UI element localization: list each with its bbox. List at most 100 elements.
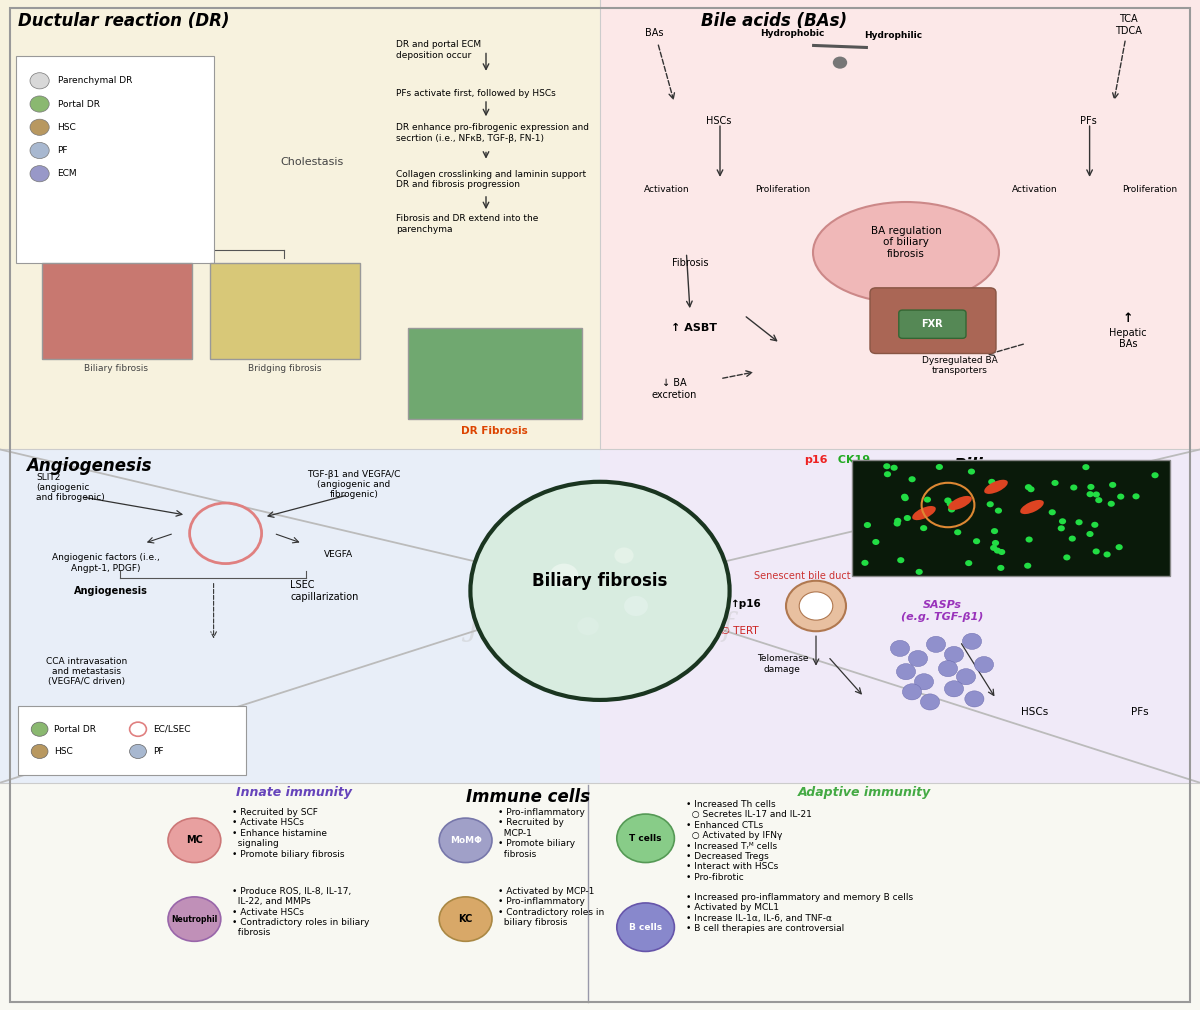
Text: B cells: B cells [629,923,662,931]
Text: ↑: ↑ [1123,312,1133,324]
FancyBboxPatch shape [408,328,582,419]
Circle shape [991,528,998,534]
Circle shape [1116,544,1123,550]
Circle shape [920,694,940,710]
Text: Proliferation: Proliferation [1122,186,1177,194]
Text: Journal Pre-proof: Journal Pre-proof [466,611,734,641]
Circle shape [973,538,980,544]
Circle shape [31,744,48,759]
Circle shape [948,506,955,512]
Circle shape [1108,501,1115,507]
Circle shape [30,142,49,159]
Text: HSCs: HSCs [1021,707,1048,717]
FancyBboxPatch shape [0,449,1200,1010]
Circle shape [920,525,928,531]
Circle shape [908,476,916,482]
Circle shape [799,592,833,620]
Circle shape [974,656,994,673]
Circle shape [968,469,976,475]
Text: DR enhance pro-fibrogenic expression and
secrtion (i.e., NFκB, TGF-β, FN-1): DR enhance pro-fibrogenic expression and… [396,123,589,142]
Text: MC: MC [186,835,203,845]
FancyBboxPatch shape [18,706,246,775]
Circle shape [890,640,910,656]
Text: • Increased pro-inflammatory and memory B cells
• Activated by MCL1
• Increase I: • Increased pro-inflammatory and memory … [686,893,913,933]
Circle shape [1026,536,1033,542]
Text: Angiogenesis: Angiogenesis [26,457,152,475]
Text: CK19: CK19 [834,454,870,465]
Circle shape [944,498,952,504]
Text: Biliary
senescence: Biliary senescence [930,457,1038,495]
Circle shape [1058,518,1066,524]
Text: Bridging fibrosis: Bridging fibrosis [247,365,322,373]
Circle shape [908,650,928,667]
Circle shape [936,464,943,470]
Circle shape [1069,535,1076,541]
Text: • Increased Th cells
  ○ Secretes IL-17 and IL-21
• Enhanced CTLs
  ○ Activated : • Increased Th cells ○ Secretes IL-17 an… [686,800,812,882]
Text: ↑p16: ↑p16 [731,599,762,609]
Text: TCA
TDCA: TCA TDCA [1115,14,1141,36]
Circle shape [862,560,869,566]
Circle shape [894,518,901,524]
Circle shape [30,73,49,89]
Text: Hepatic
BAs: Hepatic BAs [1109,327,1147,349]
Text: Neutrophil: Neutrophil [172,915,217,923]
Text: FXR: FXR [922,319,943,329]
Circle shape [30,166,49,182]
Circle shape [1075,519,1082,525]
Text: Parenchymal DR: Parenchymal DR [58,77,132,85]
Circle shape [1027,486,1034,492]
Circle shape [997,565,1004,571]
Text: MoMΦ: MoMΦ [450,836,481,844]
FancyBboxPatch shape [870,288,996,354]
Circle shape [1086,491,1093,497]
Text: Senescent bile duct: Senescent bile duct [754,571,851,581]
Text: Portal DR: Portal DR [54,725,96,733]
Text: Bile acids (BAs): Bile acids (BAs) [701,12,847,30]
FancyBboxPatch shape [16,56,214,263]
Circle shape [998,549,1006,556]
Circle shape [1133,493,1140,499]
Circle shape [914,674,934,690]
Circle shape [577,617,599,635]
Circle shape [617,903,674,951]
Text: Angiogenic factors (i.e.,
Angpt-1, PDGF): Angiogenic factors (i.e., Angpt-1, PDGF) [52,553,160,573]
Text: • Pro-inflammatory
• Recruited by
  MCP-1
• Promote biliary
  fibrosis: • Pro-inflammatory • Recruited by MCP-1 … [498,808,584,858]
Circle shape [894,520,901,526]
Circle shape [947,501,954,507]
Circle shape [550,564,578,588]
Circle shape [30,119,49,135]
Circle shape [31,722,48,736]
Circle shape [944,646,964,663]
FancyBboxPatch shape [210,263,360,359]
Text: T cells: T cells [629,834,662,842]
Text: ↓ BA
excretion: ↓ BA excretion [652,378,697,400]
FancyBboxPatch shape [0,449,600,1010]
Circle shape [1104,551,1111,558]
Text: HSCs: HSCs [706,116,731,126]
Text: • Recruited by SCF
• Activate HSCs
• Enhance histamine
  signaling
• Promote bil: • Recruited by SCF • Activate HSCs • Enh… [232,808,344,858]
Text: Ductular reaction (DR): Ductular reaction (DR) [18,12,229,30]
Text: Biliary fibrosis: Biliary fibrosis [84,365,149,373]
FancyBboxPatch shape [899,310,966,338]
Text: HSC: HSC [54,747,73,755]
Circle shape [30,96,49,112]
Circle shape [1092,548,1099,554]
Circle shape [617,814,674,863]
Circle shape [988,479,995,485]
Circle shape [1086,531,1093,537]
Circle shape [470,482,730,700]
Text: Innate immunity: Innate immunity [236,787,352,799]
Text: PFs: PFs [1132,707,1148,717]
Circle shape [1091,522,1098,528]
Circle shape [624,596,648,616]
Circle shape [954,529,961,535]
Circle shape [1152,473,1159,479]
Circle shape [1087,484,1094,490]
Ellipse shape [814,202,998,303]
Text: • Activated by MCP-1
• Pro-inflammatory
• Contradictory roles in
  biliary fibro: • Activated by MCP-1 • Pro-inflammatory … [498,887,605,927]
Circle shape [833,57,847,69]
Text: DR and portal ECM
deposition occur: DR and portal ECM deposition occur [396,40,481,60]
Circle shape [872,539,880,545]
Circle shape [883,464,890,470]
Circle shape [884,472,892,478]
